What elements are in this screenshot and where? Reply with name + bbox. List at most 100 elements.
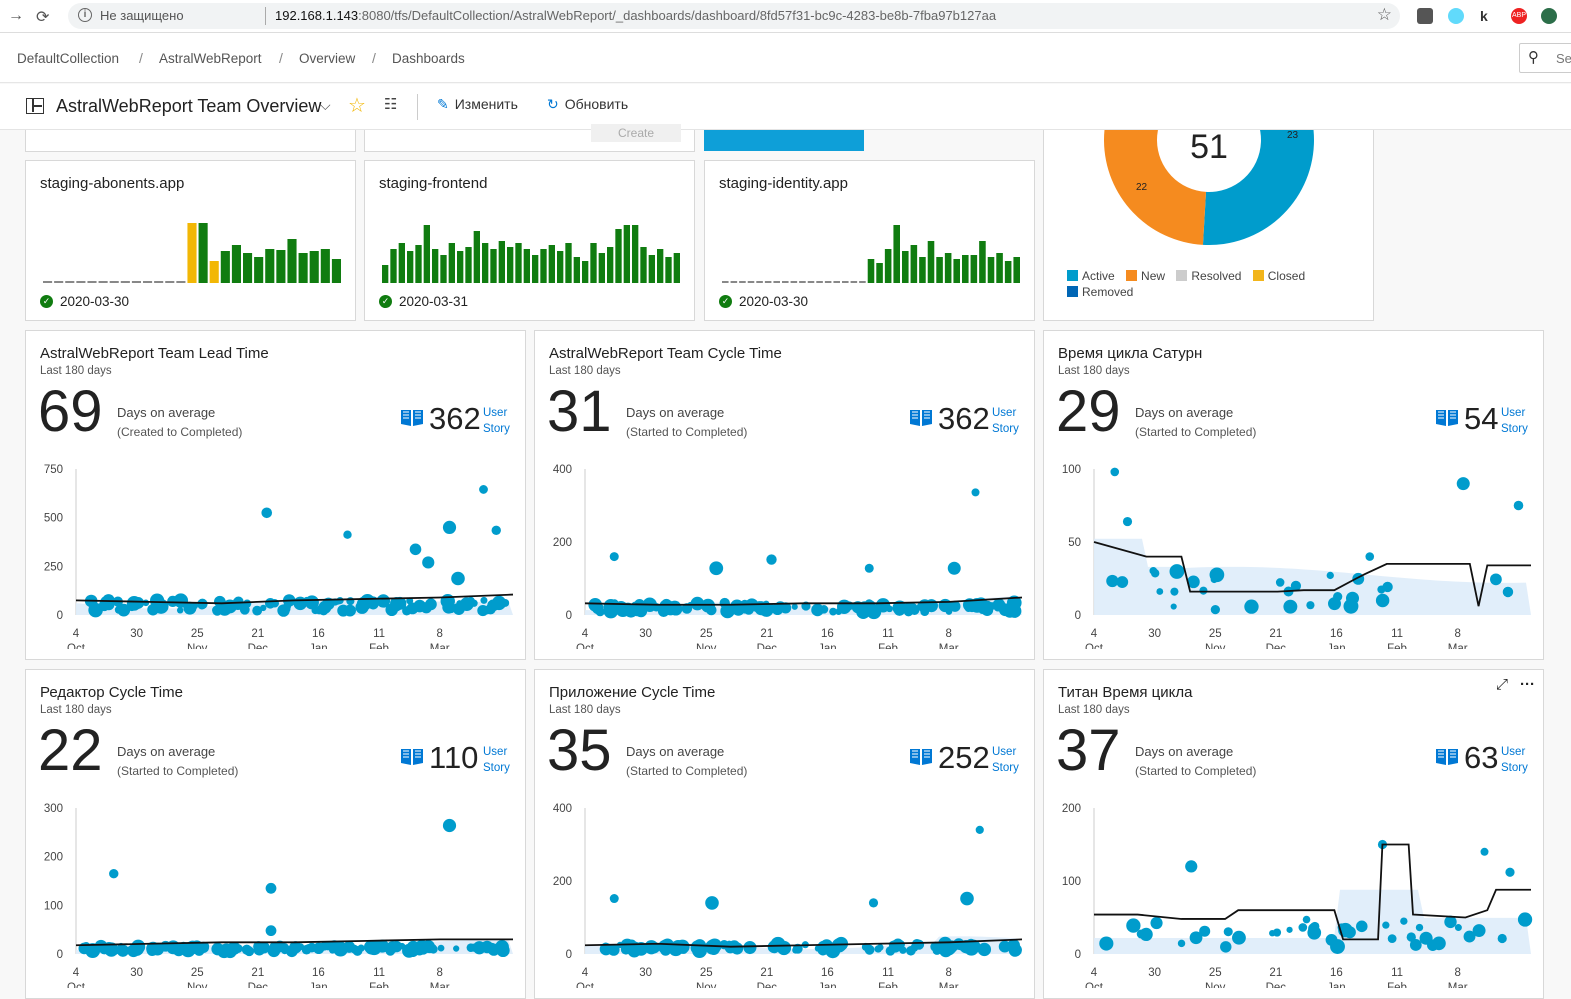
legend-active[interactable]: Active [1067,269,1115,283]
more-options-icon[interactable]: ··· [1520,676,1536,693]
build-tile[interactable]: staging-identity.app ✓ 2020-03-30 [704,160,1035,321]
cycle-time-tile[interactable]: Время цикла Сатурн Last 180 days 29 Days… [1043,330,1544,660]
legend-resolved[interactable]: Resolved [1176,269,1241,283]
create-button[interactable]: Create [591,124,681,142]
y-tick-label: 400 [553,803,572,815]
tile-title: AstralWebReport Team Lead Time [40,345,269,362]
breadcrumb-overview[interactable]: Overview [299,51,356,66]
data-point [743,941,757,955]
edit-button[interactable]: ✎ Изменить [437,96,518,112]
data-point-outlier [1513,500,1524,511]
data-point [1406,932,1416,942]
extension-icon[interactable] [1417,8,1433,24]
cycle-time-tile[interactable]: AstralWebReport Team Cycle Time Last 180… [534,330,1035,660]
data-point-outlier [343,530,352,539]
profile-icon[interactable] [1541,8,1557,24]
tile-period: Last 180 days [40,704,112,716]
data-point [244,946,255,957]
average-days: 37 [1056,718,1121,783]
search-icon: ⚲ [1528,49,1539,66]
y-tick-label: 100 [1062,876,1081,888]
cycle-time-tile[interactable]: Титан Время цикла Last 180 days 37 Days … [1043,669,1544,999]
data-point [1177,939,1186,948]
build-tile[interactable]: staging-frontend ✓ 2020-03-31 [364,160,695,321]
dashboard-title[interactable]: AstralWebReport Team Overview [56,96,322,116]
legend-new[interactable]: New [1126,269,1165,283]
data-point [815,608,822,615]
work-item-type[interactable]: User Story [992,746,1019,774]
data-point-outlier [864,563,874,573]
breadcrumb-collection[interactable]: DefaultCollection [17,51,120,66]
build-bar [867,259,875,283]
address-bar[interactable]: i Не защищено 192.168.1.143:8080/tfs/Def… [68,3,1400,29]
y-tick-label: 50 [1068,537,1081,549]
breadcrumb-project[interactable]: AstralWebReport [159,51,262,66]
data-point [360,594,375,609]
data-point-outlier [1444,915,1457,929]
breadcrumb-dashboards[interactable]: Dashboards [392,51,465,66]
work-item-donut-tile[interactable]: 51 23 22 Active New Resolved Closed Remo… [1043,130,1374,321]
x-tick-day: 21 [1269,628,1282,640]
build-bar [309,251,319,283]
work-item-type[interactable]: User Story [1501,407,1528,435]
expand-icon[interactable]: ⤢ [1496,676,1509,693]
days-label: Days on average [1135,744,1234,759]
data-point [837,599,852,614]
x-tick-day: 16 [821,967,834,979]
cycle-time-tile[interactable]: Приложение Cycle Time Last 180 days 35 D… [534,669,1035,999]
tile-period: Last 180 days [549,704,621,716]
build-bar [448,243,455,283]
build-bar [1013,257,1020,283]
data-point [376,594,391,608]
data-point [992,598,1006,612]
work-item-type[interactable]: User Story [1501,746,1528,774]
team-icon[interactable]: ☷ [384,96,398,113]
x-tick-day: 21 [251,628,264,640]
work-item-type[interactable]: User Story [483,407,510,435]
data-point [1150,569,1160,578]
k-extension-icon[interactable]: k [1480,8,1496,24]
data-point [690,940,705,955]
back-arrow-icon[interactable]: → [8,7,24,24]
react-extension-icon[interactable] [1448,8,1464,24]
info-icon[interactable]: i [78,8,92,22]
x-tick-day: 11 [373,967,385,979]
data-point [690,596,705,611]
data-point [349,944,359,954]
x-tick-month: Feb [878,643,898,649]
chevron-down-icon[interactable]: ⌵ [320,97,331,113]
bookmark-star-icon[interactable]: ☆ [1376,5,1392,24]
data-point [1275,578,1285,587]
build-bar [557,251,564,283]
tile-title: AstralWebReport Team Cycle Time [549,345,782,362]
search-input[interactable]: ⚲ Se [1519,43,1571,73]
reload-icon[interactable]: ⟳ [36,9,50,26]
x-tick-day: 25 [700,628,713,640]
data-point [1220,941,1232,953]
data-point [1497,933,1507,944]
build-bar [607,247,614,283]
cycle-time-tile[interactable]: Редактор Cycle Time Last 180 days 22 Day… [25,669,526,999]
work-item-type[interactable]: User Story [483,746,510,774]
days-label: Days on average [117,744,216,759]
work-item-type[interactable]: User Story [992,407,1019,435]
build-tile[interactable]: staging-abonents.app ✓ 2020-03-30 [25,160,356,321]
x-tick-day: 11 [373,628,385,640]
data-point [315,606,324,615]
adblock-icon[interactable]: ABP [1511,8,1527,24]
data-point [1333,592,1343,602]
url-text[interactable]: 192.168.1.143:8080/tfs/DefaultCollection… [275,8,997,23]
refresh-button[interactable]: ↻ Обновить [547,96,629,112]
scatter-chart: 300 200 100 04 Oct 30 25 Nov 21 Dec 16 Jan 11 Feb 8 Mar [44,803,513,988]
favorite-star-icon[interactable]: ☆ [348,95,366,117]
legend-removed[interactable]: Removed [1067,285,1133,299]
x-tick-month: Dec [248,643,269,649]
cycle-time-tile[interactable]: AstralWebReport Team Lead Time Last 180 … [25,330,526,660]
data-point [1415,923,1424,932]
x-tick-day: 30 [639,628,652,640]
data-point [1170,587,1179,596]
legend-closed[interactable]: Closed [1252,269,1305,283]
data-point [961,942,973,954]
data-point [333,941,348,957]
build-bar [482,243,489,283]
